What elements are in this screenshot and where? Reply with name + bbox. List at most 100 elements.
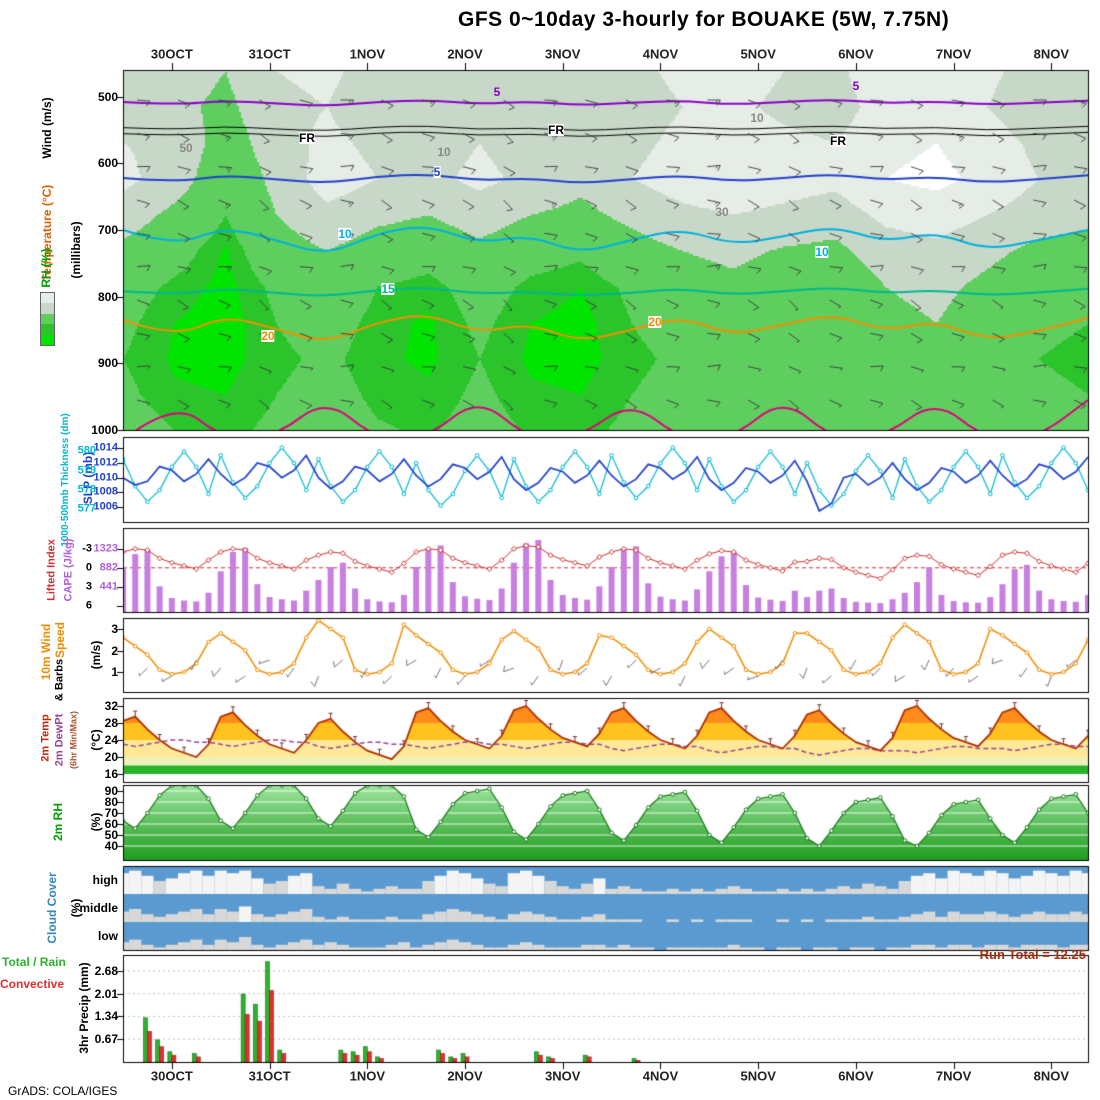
contour-label: 5	[852, 79, 860, 93]
contour-label: 5	[493, 85, 501, 99]
tick-label: 60	[104, 817, 118, 831]
tick-label: 1010	[93, 471, 118, 484]
tick-label: 50	[104, 828, 118, 842]
axis-label-cape: CAPE (J/kg)	[62, 538, 75, 602]
axis-label-wind: Wind (m/s)	[40, 97, 54, 159]
tick-label: 6	[85, 599, 92, 612]
date-label-top: 6NOV	[838, 46, 874, 62]
tick-label: 800	[97, 289, 118, 304]
axis-label-ms: (m/s)	[89, 640, 103, 670]
tick-label: 577	[77, 502, 96, 515]
date-label-bottom: 8NOV	[1033, 1068, 1070, 1084]
axis-label-degc: (°C)	[89, 729, 103, 751]
tick-label: 1006	[93, 500, 118, 513]
tick-label: 3	[111, 622, 118, 636]
tick-label: 1	[111, 665, 118, 679]
tick-label: 40	[104, 839, 118, 853]
rh-colorbar-segment	[41, 293, 54, 304]
axis-label-lifted-index: Lifted Index	[45, 539, 58, 601]
contour-label: 10	[338, 227, 352, 241]
date-label-bottom: 30OCT	[150, 1068, 193, 1084]
page-title: GFS 0~10day 3-hourly for BOUAKE (5W, 7.7…	[458, 8, 950, 31]
tick-label: 1000	[91, 423, 118, 437]
tick-label: 578	[77, 483, 96, 496]
date-label-bottom: 6NOV	[838, 1068, 874, 1084]
rh-colorbar-segment	[41, 303, 54, 314]
tick-label: -3	[82, 542, 92, 555]
date-label-bottom: 3NOV	[545, 1068, 581, 1084]
tick-label: 20	[104, 750, 118, 764]
legend-convective: Convective	[0, 977, 65, 991]
date-label-bottom: 1NOV	[349, 1068, 385, 1084]
date-label-bottom: 4NOV	[642, 1068, 679, 1084]
contour-label: 10	[750, 111, 764, 125]
date-label-top: 3NOV	[545, 46, 581, 62]
tick-label: 70	[104, 806, 118, 820]
axis-label-10m-wind: 10m Wind	[39, 623, 53, 681]
tick-label: 3	[85, 580, 92, 593]
date-label-top: 31OCT	[248, 46, 291, 62]
tick-label: 2.68	[94, 963, 118, 978]
contour-label: 30	[715, 205, 729, 219]
tick-label: 882	[99, 561, 118, 574]
tick-label: 1012	[93, 456, 118, 469]
date-label-bottom: 5NOV	[740, 1068, 776, 1084]
date-label-bottom: 2NOV	[447, 1068, 483, 1084]
tick-label: 500	[97, 89, 118, 104]
axis-label-2m-dewpt: 2m DewPt	[53, 713, 66, 767]
rh-colorbar-segment	[41, 313, 54, 325]
date-label-bottom: 7NOV	[935, 1068, 972, 1084]
contour-label: 10	[437, 145, 451, 159]
tick-label: 2.01	[94, 986, 118, 1001]
tick-label: 1323	[93, 542, 118, 555]
cloud-row-label: middle	[79, 901, 118, 915]
axis-label-3hr-precip: 3hr Precip (mm)	[77, 962, 91, 1054]
rh-colorbar-segment	[41, 324, 54, 335]
axis-label-rh-pct: (%)	[89, 812, 103, 832]
tick-label: 700	[97, 223, 118, 237]
axis-label-minmax: (6hr Min/Max)	[68, 710, 79, 770]
run-total-label: Run Total = 12.25	[979, 947, 1086, 962]
tick-label: 579	[77, 464, 96, 477]
tick-label: 90	[104, 784, 118, 798]
rh-colorbar	[40, 292, 55, 346]
rh-colorbar-segment	[41, 334, 54, 345]
tick-label: 1014	[93, 441, 118, 454]
legend-total-rain: Total / Rain	[2, 955, 66, 969]
axis-label-cloud-cover: Cloud Cover	[45, 872, 59, 944]
axis-label-2m-temp: 2m Temp	[39, 714, 52, 762]
date-label-top: 30OCT	[150, 46, 193, 62]
credit-label: GrADS: COLA/IGES	[8, 1084, 118, 1098]
tick-label: 80	[104, 795, 118, 809]
tick-label: 0	[85, 561, 92, 574]
cloud-row-label: low	[98, 929, 118, 943]
tick-label: 441	[99, 580, 118, 593]
contour-label: 50	[179, 141, 193, 155]
axis-label-thickness: 1000-500mb Thickness (dm)	[60, 413, 71, 547]
tick-label: 28	[104, 716, 118, 730]
date-label-top: 2NOV	[447, 46, 483, 62]
axis-label-2m-rh: 2m RH	[51, 802, 65, 842]
contour-label: 15	[381, 282, 395, 296]
date-label-top: 4NOV	[642, 46, 679, 62]
axis-label-rh: RH (%)	[39, 248, 53, 288]
tick-label: 1008	[93, 485, 118, 498]
contour-label: FR	[548, 123, 564, 137]
axis-label-barbs: & Barbs	[53, 658, 66, 702]
contour-label: 10	[815, 245, 829, 259]
tick-label: 0.67	[94, 1032, 118, 1047]
date-label-top: 7NOV	[935, 46, 972, 62]
tick-label: 24	[104, 733, 118, 747]
tick-label: 900	[97, 356, 118, 371]
cloud-row-label: high	[92, 873, 118, 887]
tick-label: 600	[97, 156, 118, 171]
axis-label-millibars: (millibars)	[69, 221, 83, 279]
tick-label: 580	[77, 444, 96, 457]
contour-label: FR	[830, 134, 846, 148]
axis-label-speed: Speed	[53, 621, 67, 659]
date-label-top: 8NOV	[1033, 46, 1070, 62]
tick-label: 1.34	[94, 1009, 118, 1024]
date-label-bottom: 31OCT	[248, 1068, 291, 1084]
